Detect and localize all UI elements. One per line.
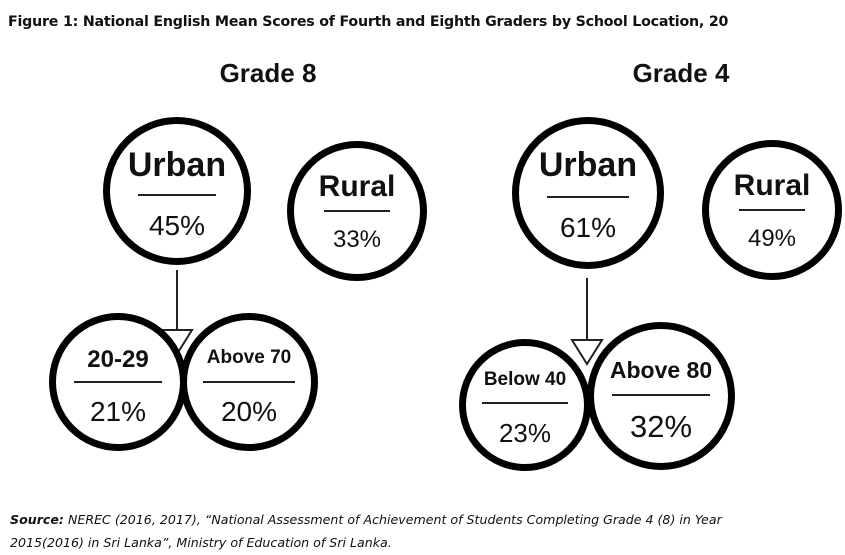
grade-4-urban-label: Urban bbox=[538, 146, 638, 184]
grade-4-urban-divider bbox=[547, 196, 629, 198]
grade-4-low-divider bbox=[482, 402, 568, 404]
grade-4-high-circle: Above 80 32% bbox=[587, 322, 735, 470]
source-note: Source: NEREC (2016, 2017), “National As… bbox=[10, 508, 840, 554]
grade-4-rural-label: Rural bbox=[733, 169, 811, 202]
grade-8-high-label: Above 70 bbox=[206, 347, 292, 368]
grade-4-low-value: 23% bbox=[498, 418, 552, 448]
grade-8-high-divider bbox=[203, 381, 295, 383]
grade-4-rural-circle: Rural 49% bbox=[702, 140, 842, 280]
grade-4-high-value: 32% bbox=[629, 409, 693, 444]
grade-8-urban-value: 45% bbox=[148, 210, 206, 241]
grade-8-urban-divider bbox=[138, 194, 216, 196]
grade-8-urban-circle: Urban 45% bbox=[103, 117, 251, 265]
grade-4-high-divider bbox=[612, 394, 710, 396]
grade-4-urban-circle: Urban 61% bbox=[512, 117, 664, 269]
grade-8-rural-circle: Rural 33% bbox=[287, 141, 427, 281]
source-label: Source: bbox=[10, 512, 64, 527]
grade-8-low-circle: 20-29 21% bbox=[49, 313, 187, 451]
grade-8-heading: Grade 8 bbox=[219, 58, 317, 88]
source-line-2: 2015(2016) in Sri Lanka”, Ministry of Ed… bbox=[10, 535, 392, 550]
grade-8-rural-label: Rural bbox=[318, 170, 396, 203]
grade-8-rural-divider bbox=[324, 210, 390, 212]
grade-4-high-label: Above 80 bbox=[609, 357, 713, 383]
grade-4-rural-value: 49% bbox=[747, 225, 797, 252]
grade-4-rural-divider bbox=[739, 209, 805, 211]
source-line-1: NEREC (2016, 2017), “National Assessment… bbox=[67, 512, 722, 527]
grade-8-high-value: 20% bbox=[220, 396, 278, 427]
grade-4-arrow bbox=[570, 278, 604, 366]
grade-8-low-divider bbox=[74, 381, 162, 383]
grade-8-low-value: 21% bbox=[89, 396, 147, 427]
grade-8-rural-value: 33% bbox=[332, 226, 382, 253]
grade-8-high-circle: Above 70 20% bbox=[180, 313, 318, 451]
grade-4-low-circle: Below 40 23% bbox=[459, 339, 591, 471]
grade-4-heading: Grade 4 bbox=[632, 58, 730, 88]
figure-title: Figure 1: National English Mean Scores o… bbox=[8, 14, 729, 30]
grade-4-low-label: Below 40 bbox=[483, 369, 567, 390]
grade-4-urban-value: 61% bbox=[559, 212, 617, 243]
grade-8-urban-label: Urban bbox=[127, 146, 227, 184]
grade-8-low-label: 20-29 bbox=[87, 346, 149, 373]
